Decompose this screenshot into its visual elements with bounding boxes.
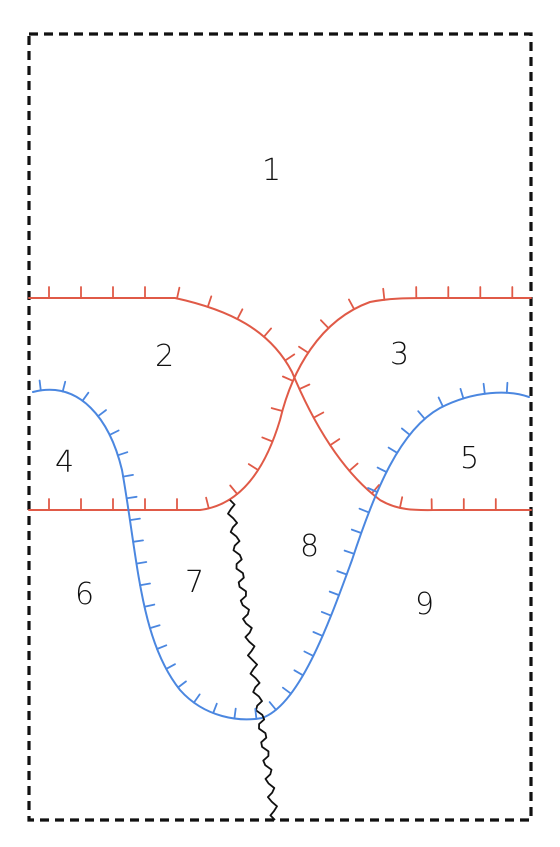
hatch-mark [97, 409, 107, 418]
hatch-mark [284, 353, 296, 362]
hatch-mark [347, 298, 356, 311]
hatch-mark [236, 308, 244, 320]
hatch-mark [270, 407, 284, 412]
hatch-mark [122, 473, 134, 478]
dashed-border [27, 32, 533, 822]
hatch-mark [149, 624, 161, 629]
hatch-mark [132, 539, 144, 543]
red-hatch-marks [48, 286, 514, 512]
hatch-mark [319, 319, 330, 330]
hatch-mark [38, 379, 42, 392]
hatch-mark [312, 411, 325, 419]
hatch-mark [303, 650, 315, 657]
hatch-mark [398, 496, 404, 509]
red-curve-lower [28, 297, 532, 511]
hatch-mark [268, 701, 277, 711]
hatch-mark [370, 484, 380, 495]
region-3-label: 3 [390, 337, 409, 372]
hatch-mark [358, 507, 370, 514]
blue-curve [32, 389, 530, 721]
hatch-mark [505, 381, 509, 394]
hatch-mark [61, 380, 67, 393]
hatch-mark [205, 496, 210, 510]
hatch-mark [482, 382, 486, 395]
hatch-mark [177, 680, 187, 689]
red-curve-upper [28, 297, 532, 512]
hatch-mark [343, 549, 356, 555]
hatch-mark [376, 466, 388, 474]
hatch-mark [350, 528, 363, 534]
hatch-mark [263, 327, 273, 338]
hatch-mark [329, 438, 341, 447]
hatch-mark [229, 484, 239, 495]
hatch-mark [298, 345, 310, 354]
region-9-label: 9 [415, 587, 434, 622]
hatch-mark [212, 702, 218, 714]
hatch-mark [312, 631, 324, 637]
hatch-mark [367, 487, 379, 493]
hatch-mark [348, 462, 359, 472]
region-6-label: 6 [75, 577, 94, 612]
hatch-mark [81, 391, 90, 402]
hatch-mark [400, 427, 411, 436]
hatch-mark [417, 410, 426, 420]
hatch-mark [129, 517, 141, 521]
hatch-mark [156, 644, 168, 650]
hatch-mark [108, 429, 120, 436]
hatch-mark [459, 387, 465, 400]
hatch-mark [387, 446, 399, 454]
hatch-mark [298, 383, 311, 391]
hatch-mark [247, 463, 260, 471]
hatch-mark [437, 396, 444, 408]
hatch-mark [139, 582, 151, 587]
region-7-label: 7 [185, 565, 204, 600]
hatch-mark [328, 590, 340, 596]
hatch-mark [176, 286, 181, 300]
hatch-mark [143, 603, 156, 608]
hatch-mark [293, 669, 304, 677]
hatch-mark [192, 693, 201, 704]
hatch-mark [320, 611, 332, 617]
hatch-mark [125, 495, 138, 500]
hatch-mark [281, 375, 294, 382]
hatch-mark [281, 686, 292, 695]
region-1-label: 1 [262, 153, 281, 188]
hatch-mark [165, 663, 176, 670]
hatch-mark [382, 287, 386, 301]
region-4-label: 4 [55, 445, 74, 480]
hatch-mark [135, 561, 148, 565]
hatch-mark [233, 707, 237, 720]
red-curves [28, 297, 532, 512]
region-5-label: 5 [460, 441, 479, 476]
hatch-mark [261, 436, 274, 443]
hatch-mark [116, 451, 129, 457]
hatch-mark [206, 295, 213, 308]
blue-hatch-marks [38, 379, 509, 720]
region-8-label: 8 [300, 529, 319, 564]
region-2-label: 2 [155, 339, 174, 374]
hatch-mark [254, 708, 258, 720]
wavy-boundary [227, 499, 278, 821]
hatch-mark [336, 570, 348, 576]
